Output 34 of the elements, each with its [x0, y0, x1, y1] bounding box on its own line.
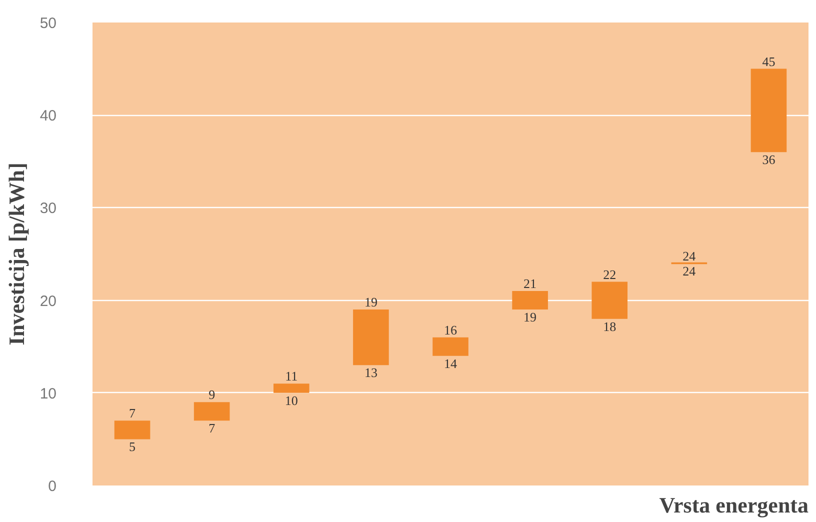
bar — [512, 291, 548, 310]
annotation: 16 — [444, 322, 458, 338]
annotation: 24 — [682, 263, 696, 278]
annotation: 10 — [284, 392, 298, 408]
bar — [194, 402, 230, 421]
annotation: 18 — [603, 318, 616, 334]
annotation: 9 — [208, 387, 216, 402]
bar — [114, 420, 150, 440]
annotation: 5 — [129, 439, 136, 454]
annotation: 7 — [208, 420, 216, 436]
bar — [750, 68, 787, 152]
y-tick-label: 50 — [40, 15, 57, 32]
annotation: 14 — [444, 356, 458, 371]
annotation: 11 — [285, 368, 298, 384]
annotation: 19 — [364, 294, 378, 310]
bar — [432, 337, 468, 356]
y-tick-label: 10 — [40, 385, 57, 402]
annotation: 24 — [682, 248, 696, 264]
y-tick-label: 20 — [40, 292, 57, 310]
annotation: 45 — [762, 54, 776, 69]
bar — [353, 310, 389, 366]
annotation: 7 — [129, 406, 136, 421]
y-tick-label: 40 — [40, 108, 57, 125]
annotation: 36 — [762, 152, 776, 168]
annotation: 22 — [603, 266, 616, 282]
annotation: 21 — [524, 276, 537, 292]
y-axis-title: Investicija [p/kWh] — [4, 162, 29, 346]
bar — [273, 384, 310, 393]
x-axis-title: Vrsta energenta — [659, 492, 809, 518]
y-tick-label: 30 — [40, 200, 57, 218]
bar — [592, 282, 628, 319]
annotation: 13 — [364, 365, 378, 380]
y-tick-label: 0 — [48, 478, 56, 495]
annotation: 19 — [524, 310, 537, 325]
